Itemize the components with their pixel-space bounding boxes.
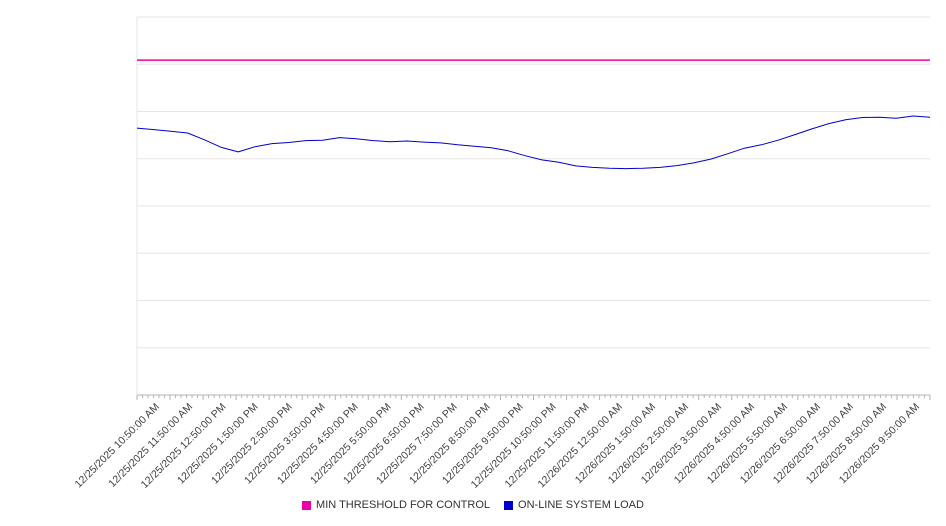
legend-label-min-threshold: MIN THRESHOLD FOR CONTROL (316, 499, 491, 511)
legend-item-min-threshold[interactable]: MIN THRESHOLD FOR CONTROL (302, 499, 490, 511)
chart-legend: MIN THRESHOLD FOR CONTROL ON-LINE SYSTEM… (0, 499, 946, 511)
legend-item-online-system-load[interactable]: ON-LINE SYSTEM LOAD (504, 499, 644, 511)
on-line-system-load-line (136, 115, 931, 170)
min-threshold-swatch-icon (302, 500, 312, 510)
legend-label-online-system-load: ON-LINE SYSTEM LOAD (518, 499, 644, 511)
online-system-load-swatch-icon (504, 500, 514, 510)
